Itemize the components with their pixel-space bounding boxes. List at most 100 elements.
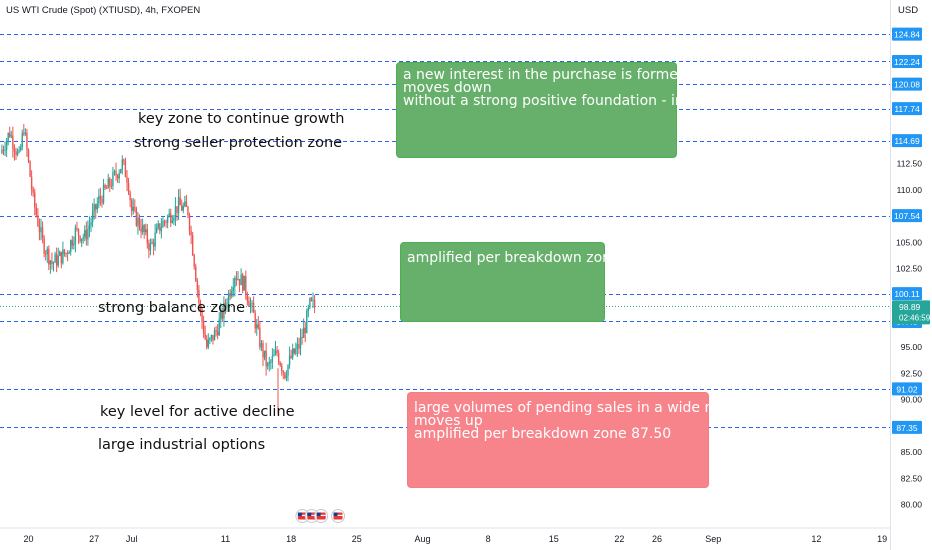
price-tag-bg-0 bbox=[892, 27, 922, 41]
y-tick-label-6: 95.00 bbox=[901, 342, 923, 352]
candle-body-168 bbox=[263, 350, 266, 358]
label-industrial-options: large industrial options bbox=[98, 437, 266, 453]
candle-body-142 bbox=[223, 302, 225, 319]
candle-body-124 bbox=[195, 266, 197, 281]
candle-body-194 bbox=[304, 327, 306, 333]
candle-body-157 bbox=[246, 294, 249, 302]
candle-body-80 bbox=[126, 176, 128, 183]
candle-body-36 bbox=[57, 255, 59, 266]
candle-body-52 bbox=[82, 237, 84, 239]
candle-body-63 bbox=[99, 196, 102, 199]
candle-body-41 bbox=[65, 252, 67, 255]
candle-body-182 bbox=[285, 375, 288, 379]
candle-body-164 bbox=[257, 324, 260, 328]
event-flag-canton-3 bbox=[333, 512, 338, 516]
candle-body-133 bbox=[209, 338, 211, 340]
candle-body-77 bbox=[121, 159, 123, 170]
candle-body-69 bbox=[109, 178, 111, 186]
candle-body-112 bbox=[176, 206, 178, 213]
candle-body-176 bbox=[276, 350, 278, 353]
candle-body-78 bbox=[123, 159, 125, 162]
candle-body-189 bbox=[296, 344, 299, 349]
event-flag-icon-3[interactable] bbox=[331, 509, 346, 523]
candle-body-118 bbox=[185, 201, 188, 207]
candle-body-42 bbox=[66, 252, 69, 254]
candle-body-113 bbox=[177, 197, 180, 213]
annotation-box-top[interactable]: a new interest in the purchase is formed… bbox=[396, 62, 738, 158]
candle-body-196 bbox=[307, 307, 310, 312]
candle-body-85 bbox=[134, 206, 136, 209]
candle-body-195 bbox=[306, 311, 308, 333]
candle-body-95 bbox=[149, 243, 152, 251]
candle-body-200 bbox=[313, 300, 316, 307]
event-flag-stripe-2 bbox=[316, 514, 326, 516]
x-tick-label-4: 18 bbox=[286, 534, 296, 544]
candle-body-16 bbox=[26, 132, 28, 150]
candle-body-162 bbox=[254, 312, 256, 329]
annotation-box-bottom[interactable]: large volumes of pending sales in a wide… bbox=[407, 392, 745, 488]
x-tick-label-12: 12 bbox=[811, 534, 821, 544]
event-flag-icon-2[interactable] bbox=[314, 509, 329, 523]
candle-body-58 bbox=[91, 211, 94, 223]
candle-body-192 bbox=[301, 336, 303, 338]
candle-body-150 bbox=[235, 277, 238, 280]
candle-body-175 bbox=[274, 350, 277, 355]
price-tag-9: 87.35 bbox=[896, 423, 918, 433]
box-bottom-line-3: amplified per breakdown zone 87.50 bbox=[414, 426, 672, 442]
candle-body-83 bbox=[130, 200, 133, 211]
candle-body-68 bbox=[107, 178, 109, 189]
x-tick-label-8: 15 bbox=[549, 534, 559, 544]
annotation-box-mid[interactable]: amplified per breakdown zone 100 bbox=[400, 242, 651, 322]
candle-body-64 bbox=[101, 198, 103, 204]
candle-body-154 bbox=[241, 274, 244, 291]
candle-body-98 bbox=[154, 232, 156, 247]
candle-body-5 bbox=[9, 132, 11, 137]
price-tag-bg-9 bbox=[892, 420, 922, 434]
x-tick-label-13: 19 bbox=[877, 534, 887, 544]
candle-body-19 bbox=[30, 176, 33, 190]
y-tick-label-9: 102.50 bbox=[896, 264, 922, 274]
candle-body-3 bbox=[5, 140, 8, 150]
candle-body-139 bbox=[218, 319, 220, 336]
candle-body-59 bbox=[93, 204, 95, 212]
candle-body-93 bbox=[146, 229, 149, 244]
candle-body-130 bbox=[204, 333, 206, 340]
candle-body-144 bbox=[226, 305, 228, 307]
candle-body-46 bbox=[73, 243, 75, 246]
candle-body-21 bbox=[34, 192, 36, 208]
candle-body-149 bbox=[234, 277, 236, 288]
candle-body-6 bbox=[10, 135, 13, 137]
candle-body-141 bbox=[221, 310, 224, 319]
current-price-countdown: 02:46:59 bbox=[899, 313, 931, 322]
candle-body-102 bbox=[160, 227, 163, 231]
candle-body-37 bbox=[59, 251, 61, 256]
candle-body-198 bbox=[310, 298, 313, 301]
candle-body-74 bbox=[116, 175, 119, 179]
candle-body-109 bbox=[171, 220, 174, 223]
candle-body-55 bbox=[87, 228, 89, 240]
label-key-zone: key zone to continue growth bbox=[138, 111, 345, 127]
candle-body-44 bbox=[70, 240, 72, 252]
candle-body-132 bbox=[207, 339, 209, 348]
candle-body-140 bbox=[220, 310, 222, 320]
candle-body-119 bbox=[187, 206, 189, 216]
x-tick-label-11: Sep bbox=[705, 534, 721, 544]
candle-body-45 bbox=[71, 240, 73, 246]
candle-body-7 bbox=[12, 135, 14, 149]
x-tick-label-1: 27 bbox=[89, 534, 99, 544]
candle-body-161 bbox=[252, 302, 255, 313]
candle-body-89 bbox=[140, 227, 142, 233]
candle-body-30 bbox=[48, 248, 50, 265]
y-tick-label-2: 85.00 bbox=[901, 447, 923, 457]
candle-body-114 bbox=[179, 197, 181, 206]
candle-body-8 bbox=[13, 148, 16, 152]
candle-body-48 bbox=[76, 227, 78, 230]
candle-body-165 bbox=[259, 327, 261, 348]
candle-body-50 bbox=[79, 235, 81, 242]
label-balance-zone: strong balance zone bbox=[98, 300, 246, 316]
candle-body-92 bbox=[145, 229, 147, 233]
candle-body-61 bbox=[96, 203, 98, 210]
candle-body-105 bbox=[165, 221, 167, 223]
event-flag-stripe-3 bbox=[333, 514, 343, 516]
event-markers[interactable] bbox=[295, 509, 346, 523]
